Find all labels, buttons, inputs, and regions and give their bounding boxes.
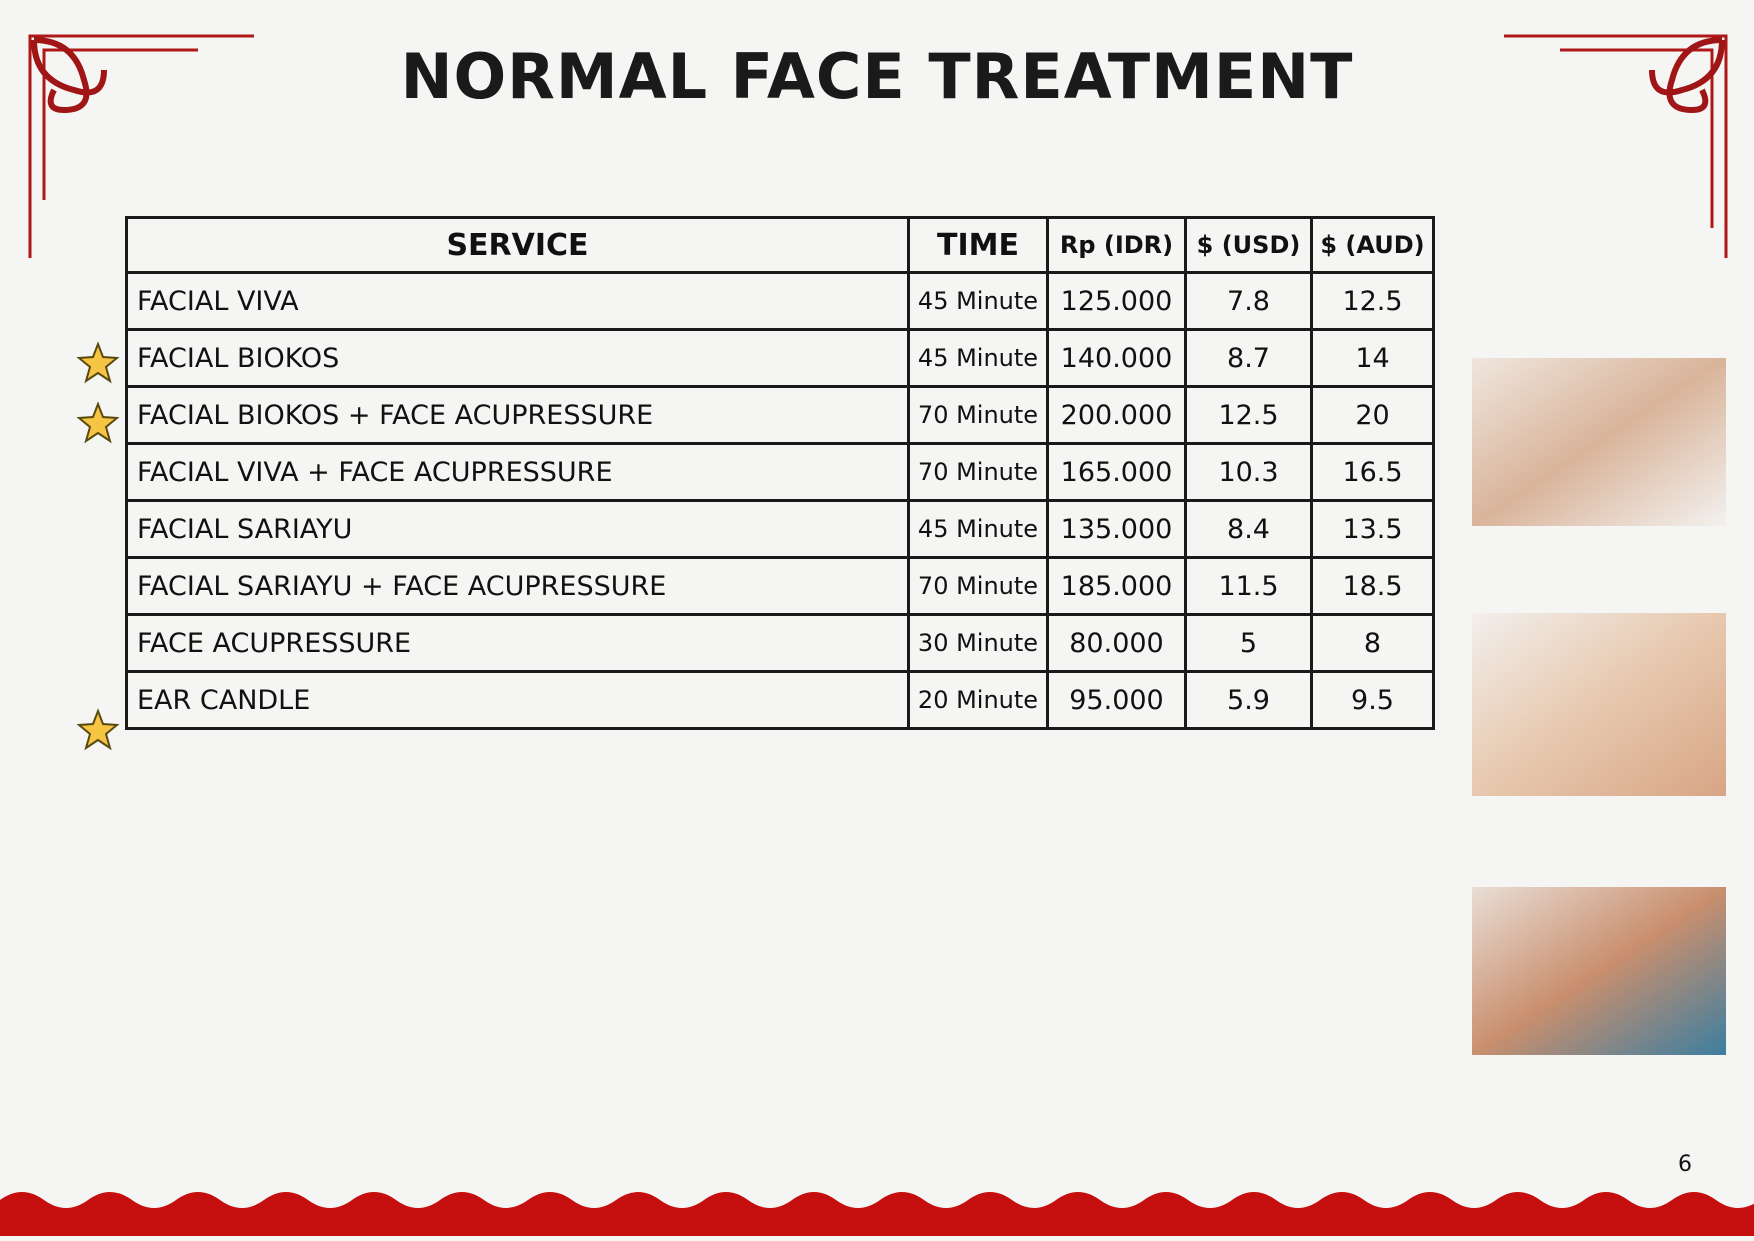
column-header: Rp (IDR) xyxy=(1046,216,1187,274)
table-cell: 11.5 xyxy=(1184,556,1313,616)
corner-right xyxy=(1504,34,1728,258)
table-row: FACE ACUPRESSURE 30 Minute 80.000 5 8 xyxy=(125,613,1435,673)
table-cell: 185.000 xyxy=(1046,556,1187,616)
table-row: FACIAL VIVA 45 Minute 125.000 7.8 12.5 xyxy=(125,271,1435,331)
ornament-left xyxy=(31,37,107,114)
table-cell: 70 Minute xyxy=(907,442,1049,502)
table-cell: 125.000 xyxy=(1046,271,1187,331)
table-row: EAR CANDLE 20 Minute 95.000 5.9 9.5 xyxy=(125,670,1435,730)
table-cell: 200.000 xyxy=(1046,385,1187,445)
star xyxy=(76,341,120,384)
table-cell: FACIAL BIOKOS + FACE ACUPRESSURE xyxy=(125,385,910,445)
price-table: SERVICE TIME Rp (IDR) $ (USD) $ (AUD) FACIAL… xyxy=(125,216,1435,730)
table-cell: 95.000 xyxy=(1046,670,1187,730)
photo-ear-candle xyxy=(1472,358,1726,526)
table-row: FACIAL SARIAYU + FACE ACUPRESSURE 70 Minu… xyxy=(125,556,1435,616)
header-row: SERVICE TIME Rp (IDR) $ (USD) $ (AUD) xyxy=(125,216,1435,274)
table-cell: 70 Minute xyxy=(907,385,1049,445)
title: NORMAL FACE TREATMENT xyxy=(400,40,1354,113)
table-cell: FACE ACUPRESSURE xyxy=(125,613,910,673)
table-cell: 18.5 xyxy=(1310,556,1435,616)
photo-facial xyxy=(1472,887,1726,1055)
column-header: $ (USD) xyxy=(1184,216,1313,274)
table-cell: 10.3 xyxy=(1184,442,1313,502)
table-cell: 70 Minute xyxy=(907,556,1049,616)
page-number: 6 xyxy=(1678,1152,1692,1177)
table-cell: 20 xyxy=(1310,385,1435,445)
table-row: FACIAL BIOKOS + FACE ACUPRESSURE 70 Minut… xyxy=(125,385,1435,445)
table-cell: EAR CANDLE xyxy=(125,670,910,730)
photo-face-mask xyxy=(1472,613,1726,796)
table-cell: FACIAL SARIAYU + FACE ACUPRESSURE xyxy=(125,556,910,616)
column-header: SERVICE xyxy=(125,216,910,274)
table-cell: FACIAL VIVA + FACE ACUPRESSURE xyxy=(125,442,910,502)
table-cell: 140.000 xyxy=(1046,328,1187,388)
table-row: FACIAL SARIAYU 45 Minute 135.000 8.4 13.5 xyxy=(125,499,1435,559)
table-cell: 12.5 xyxy=(1184,385,1313,445)
table-cell: 8.4 xyxy=(1184,499,1313,559)
wave-band xyxy=(0,1192,1754,1236)
table-cell: 5.9 xyxy=(1184,670,1313,730)
table-cell: 45 Minute xyxy=(907,271,1049,331)
table-cell: 14 xyxy=(1310,328,1435,388)
table-cell: 9.5 xyxy=(1310,670,1435,730)
table-cell: 16.5 xyxy=(1310,442,1435,502)
corner-left-inner xyxy=(42,48,198,200)
table-cell: 13.5 xyxy=(1310,499,1435,559)
table-cell: 80.000 xyxy=(1046,613,1187,673)
table-cell: 45 Minute xyxy=(907,328,1049,388)
table-cell: 7.8 xyxy=(1184,271,1313,331)
table-cell: FACIAL BIOKOS xyxy=(125,328,910,388)
table-cell: 45 Minute xyxy=(907,499,1049,559)
table-cell: 5 xyxy=(1184,613,1313,673)
column-header: $ (AUD) xyxy=(1310,216,1435,274)
table-row: FACIAL BIOKOS 45 Minute 140.000 8.7 14 xyxy=(125,328,1435,388)
table-cell: 12.5 xyxy=(1310,271,1435,331)
table-cell: 20 Minute xyxy=(907,670,1049,730)
table-cell: 135.000 xyxy=(1046,499,1187,559)
table-cell: FACIAL VIVA xyxy=(125,271,910,331)
table-cell: 8 xyxy=(1310,613,1435,673)
table-cell: 30 Minute xyxy=(907,613,1049,673)
column-header: TIME xyxy=(907,216,1049,274)
star xyxy=(76,708,120,751)
ornament-right xyxy=(1649,37,1725,114)
table-body: FACIAL VIVA 45 Minute 125.000 7.8 12.5 FACIAL… xyxy=(125,271,1435,730)
star xyxy=(76,401,120,444)
table-cell: 8.7 xyxy=(1184,328,1313,388)
table-cell: FACIAL SARIAYU xyxy=(125,499,910,559)
corner-left xyxy=(28,34,254,258)
corner-right-inner xyxy=(1560,48,1714,228)
table-cell: 165.000 xyxy=(1046,442,1187,502)
table-row: FACIAL VIVA + FACE ACUPRESSURE 70 Minute 1… xyxy=(125,442,1435,502)
